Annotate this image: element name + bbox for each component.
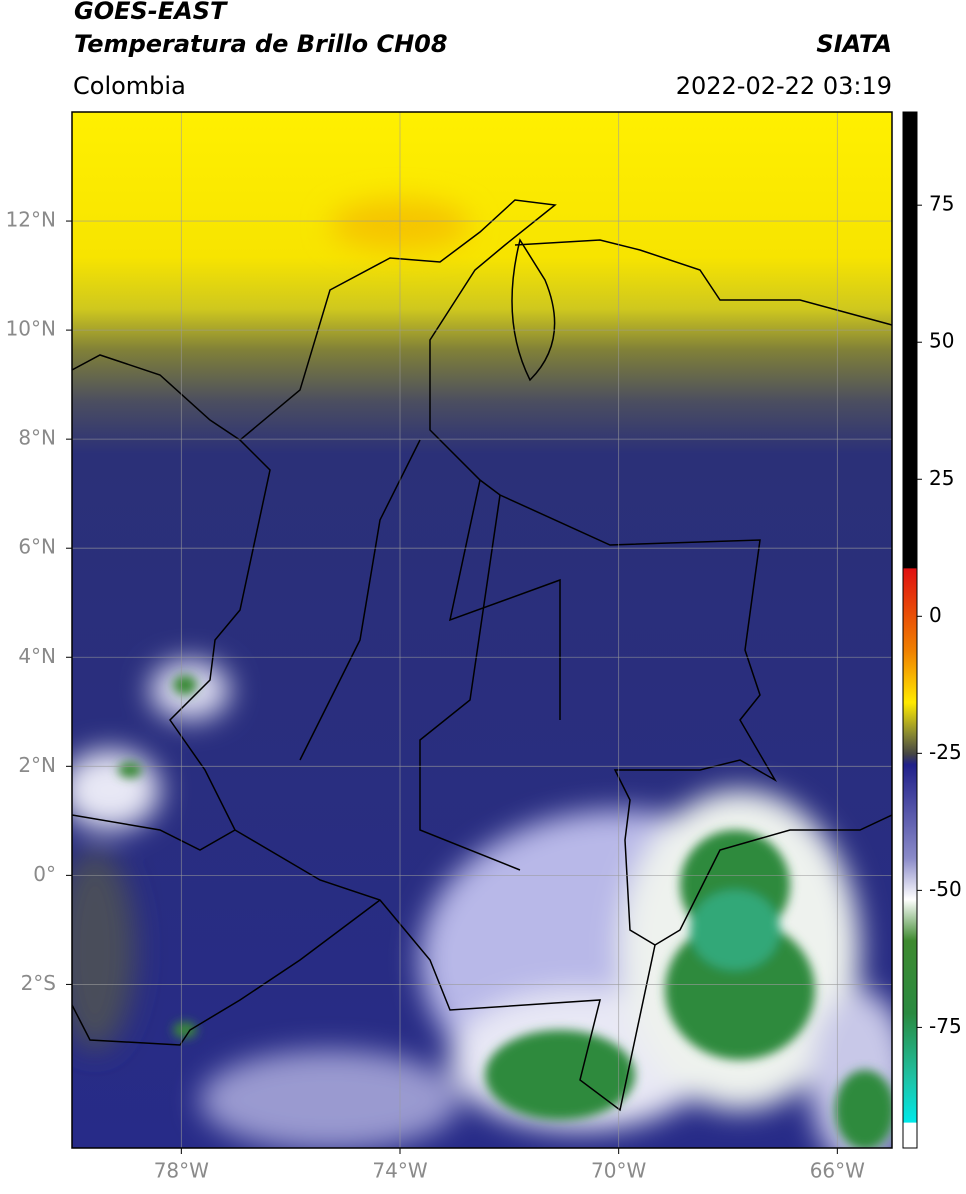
lon-tick-label: 66°W [810,1159,865,1183]
colorbar-tick-label: -50 [929,877,962,901]
lon-tick-label: 70°W [591,1159,646,1183]
borders [72,199,892,1112]
map-frame [71,111,893,1149]
lat-tick-label: 8°N [18,426,56,450]
lat-tick-label: 12°N [6,208,56,232]
colorbar-tick-label: -25 [929,740,962,764]
satellite-image [72,112,892,1148]
colorbar [902,111,918,1149]
lat-tick-label: 2°N [18,753,56,777]
lat-tick-label: 0° [33,862,56,886]
colorbar-tick-label: 0 [929,603,942,627]
colorbar-tick-label: 25 [929,466,954,490]
datetime: 2022-02-22 03:19 [676,72,892,100]
product: Temperatura de Brillo CH08 [74,30,448,58]
lon-tick-label: 78°W [154,1159,209,1183]
lat-tick-label: 6°N [18,535,56,559]
colorbar-tick-label: 50 [929,329,954,353]
colorbar-tick-label: 75 [929,192,954,216]
lat-tick-label: 10°N [6,317,56,341]
satellite: GOES-EAST [74,0,228,25]
grid [72,112,892,1148]
lon-tick-label: 74°W [372,1159,427,1183]
region: Colombia [73,72,186,100]
lat-tick-label: 2°S [21,971,56,995]
colorbar-tick-label: -75 [929,1014,962,1038]
source: SIATA [816,30,892,58]
lat-tick-label: 4°N [18,644,56,668]
